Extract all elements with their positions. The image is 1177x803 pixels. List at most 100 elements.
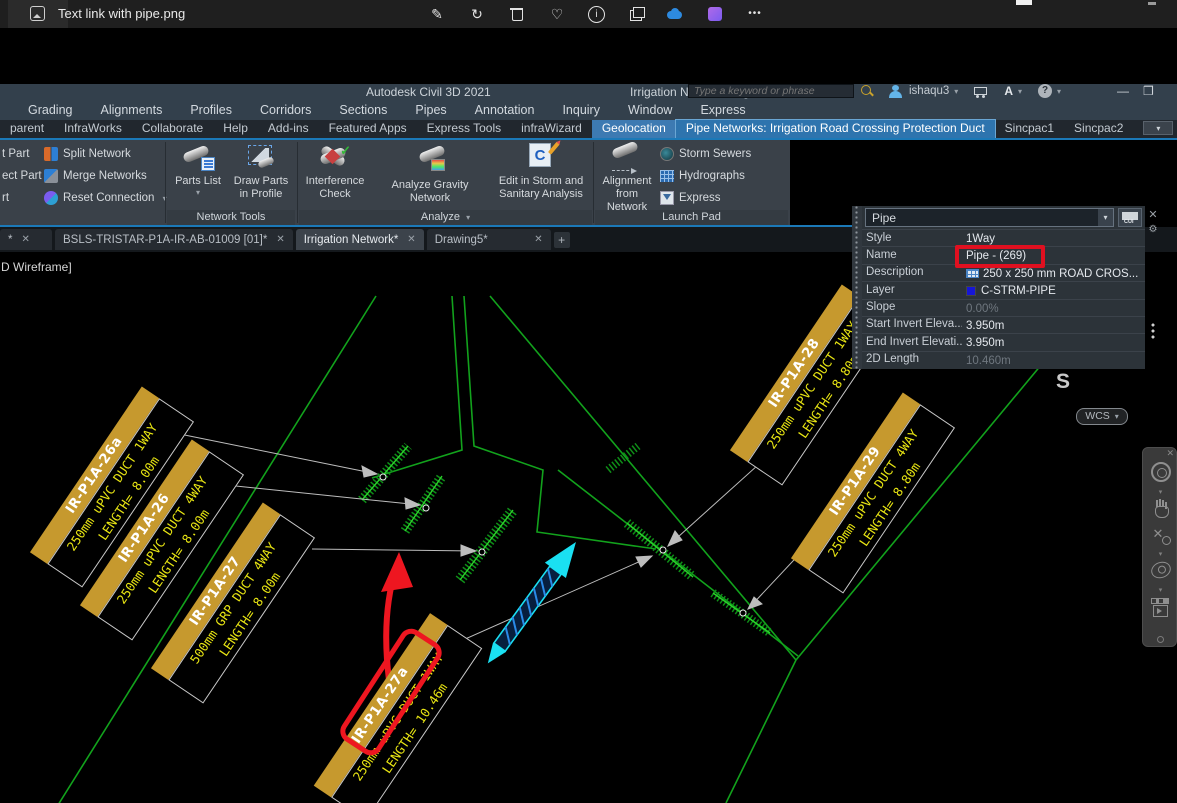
ribbon-tab-collaborate[interactable]: Collaborate (141, 121, 204, 135)
ribbon-tab-addins[interactable]: Add-ins (267, 121, 309, 135)
delete-icon[interactable] (508, 5, 526, 23)
draw-parts-in-profile-button[interactable]: Draw Parts in Profile (230, 143, 292, 201)
menu-annotation[interactable]: Annotation (474, 103, 535, 117)
chevron-down-icon[interactable]: ▾ (1057, 86, 1062, 96)
gear-icon[interactable]: ⚙ (1148, 224, 1158, 235)
more-options-icon[interactable]: ••• (748, 8, 762, 19)
ribbon-tab-sincpac2[interactable]: Sincpac2 (1074, 121, 1124, 135)
menu-profiles[interactable]: Profiles (190, 103, 233, 117)
menu-corridors[interactable]: Corridors (260, 103, 312, 117)
palette-grip-dots[interactable] (1151, 322, 1155, 340)
ribbon-tab-featured-apps[interactable]: Featured Apps (328, 121, 407, 135)
analyze-gravity-network-button[interactable]: Analyze Gravity Network (370, 143, 490, 205)
ribbon-tab-express-tools[interactable]: Express Tools (426, 121, 502, 135)
chevron-down-icon[interactable]: ▾ (1017, 86, 1022, 96)
menu-inquiry[interactable]: Inquiry (562, 103, 600, 117)
navbar-options-icon[interactable] (1157, 636, 1164, 643)
navigation-wheel-icon[interactable] (1143, 462, 1177, 482)
close-icon[interactable]: ✕ (407, 234, 416, 245)
alignment-from-network-button[interactable]: Alignment from Network (598, 140, 656, 215)
maximize-button[interactable]: ❒ (1143, 84, 1154, 98)
draw-parts-icon (244, 143, 278, 171)
ribbon-panels: t Part ect Part rt Split Network Merge N… (0, 140, 790, 225)
merge-networks-button[interactable]: Merge Networks (44, 167, 147, 185)
close-icon[interactable]: ✕ (1148, 209, 1158, 221)
close-icon[interactable]: ✕ (1166, 448, 1174, 458)
ribbon-button-cut-1[interactable]: t Part (2, 148, 30, 160)
drawing-tab-drawing5[interactable]: Drawing5* ✕ (426, 229, 551, 250)
rotate-icon[interactable]: ↻ (471, 6, 483, 22)
cui-button[interactable] (1118, 208, 1142, 227)
ribbon-tab-infrawizard[interactable]: infraWizard (521, 121, 582, 135)
ribbon-display-toggle[interactable]: ▾ (1143, 121, 1174, 135)
filters-icon[interactable] (708, 7, 722, 21)
copy-window-icon[interactable] (628, 5, 646, 23)
viewport-controls-label[interactable]: D Wireframe] (1, 260, 72, 274)
drawing-canvas[interactable]: D Wireframe] (0, 252, 1177, 803)
panel-separator (297, 142, 298, 223)
minimize-button[interactable]: — (1117, 84, 1130, 98)
app-store-cart-icon[interactable] (974, 85, 988, 98)
autodesk-account-icon[interactable]: A (1004, 84, 1013, 98)
menu-pipes[interactable]: Pipes (415, 103, 447, 117)
drawing-tab-bsls[interactable]: BSLS-TRISTAR-P1A-IR-AB-01009 [01]* ✕ (55, 229, 293, 250)
hydrographs-button[interactable]: Hydrographs (660, 167, 745, 185)
menu-alignments[interactable]: Alignments (100, 103, 163, 117)
panel-separator (165, 142, 166, 223)
drawing-tab-partial[interactable]: * ✕ (0, 229, 52, 250)
menu-window[interactable]: Window (627, 103, 673, 117)
panel-label-network-tools[interactable]: Network Tools (167, 210, 295, 225)
ribbon-button-cut-2[interactable]: ect Part (2, 170, 42, 182)
drawing-tab-irrigation-network[interactable]: Irrigation Network* ✕ (295, 229, 424, 250)
property-row-layer: Layer C-STRM-PIPE (862, 281, 1145, 298)
ribbon-tab-help[interactable]: Help (223, 121, 248, 135)
object-type-dropdown[interactable]: Pipe ▾ (865, 208, 1114, 227)
reset-connection-button[interactable]: Reset Connection ▾ (44, 189, 167, 207)
interference-check-button[interactable]: ✓ Interference Check (305, 143, 365, 201)
parts-list-button[interactable]: Parts List ▾ (170, 143, 226, 198)
showmotion-icon[interactable] (1143, 598, 1177, 617)
storm-sewers-button[interactable]: Storm Sewers (660, 145, 751, 163)
onedrive-cloud-icon[interactable] (666, 5, 684, 23)
chevron-down-icon[interactable]: ▾ (1158, 489, 1163, 496)
property-row-slope: Slope 0.00% (862, 298, 1145, 316)
orbit-icon[interactable] (1143, 559, 1177, 581)
panel-label-analyze[interactable]: Analyze ▾ (299, 210, 592, 225)
menu-grading[interactable]: Grading (28, 103, 73, 117)
wcs-dropdown[interactable]: WCS ▾ (1076, 408, 1128, 425)
search-input[interactable] (688, 84, 854, 98)
help-icon[interactable]: ? (1038, 84, 1052, 98)
ribbon-tab-pipe-networks[interactable]: Pipe Networks: Irrigation Road Crossing … (674, 119, 996, 139)
ribbon-tab-parent[interactable]: parent (10, 121, 45, 135)
zoom-extents-icon[interactable] (1143, 526, 1177, 545)
edit-storm-sanitary-button[interactable]: C Edit in Storm and Sanitary Analysis (492, 141, 590, 201)
viewcube-south-face[interactable]: S (1056, 370, 1071, 393)
chevron-down-icon[interactable]: ▾ (954, 86, 959, 96)
chevron-down-icon[interactable]: ▾ (1158, 587, 1163, 594)
username[interactable]: ishaqu3 (909, 85, 950, 97)
pan-hand-icon[interactable] (1143, 500, 1177, 518)
ribbon-tab-sincpac1[interactable]: Sincpac1 (1004, 121, 1055, 135)
cad-linework (58, 252, 1136, 803)
ribbon-tab-geolocation[interactable]: Geolocation (591, 120, 676, 138)
menu-sections[interactable]: Sections (339, 103, 388, 117)
ribbon-accent-line (0, 138, 1177, 140)
edit-draw-icon[interactable]: ✎ (431, 6, 443, 22)
close-icon[interactable]: ✕ (276, 234, 285, 245)
info-icon[interactable] (588, 5, 606, 23)
favorite-heart-icon[interactable]: ♡ (550, 6, 564, 22)
split-network-button[interactable]: Split Network (44, 145, 131, 163)
chevron-down-icon[interactable]: ▾ (1158, 551, 1163, 558)
panel-label-launch-pad[interactable]: Launch Pad (595, 210, 788, 225)
close-icon[interactable]: ✕ (21, 234, 30, 245)
palette-grip[interactable] (852, 206, 862, 369)
menu-express[interactable]: Express (700, 103, 746, 117)
ribbon-button-cut-3[interactable]: rt (2, 192, 10, 204)
photos-app-button[interactable] (8, 0, 68, 28)
ribbon-tab-infraworks[interactable]: InfraWorks (64, 121, 122, 135)
new-drawing-tab-button[interactable]: + (553, 231, 570, 248)
express-button[interactable]: Express (660, 189, 721, 207)
search-icon[interactable] (860, 84, 874, 98)
close-icon[interactable]: ✕ (534, 234, 543, 245)
image-icon (30, 6, 45, 21)
